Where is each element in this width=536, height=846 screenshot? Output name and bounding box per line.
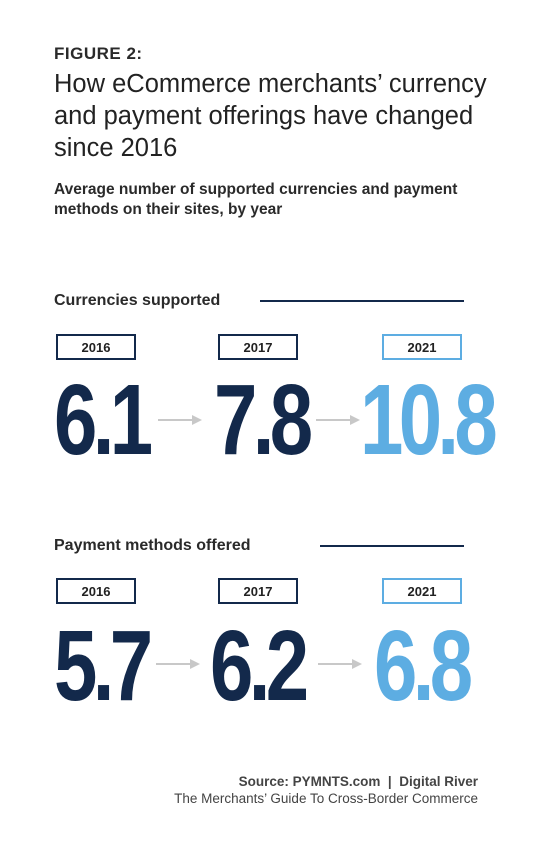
payments-year-2016: 2016 (56, 578, 136, 604)
source-line: Source: PYMNTS.com | Digital River (238, 774, 478, 789)
currencies-section-rule (260, 300, 464, 302)
currencies-value-2021: 10.8 (360, 364, 498, 476)
currencies-year-2016: 2016 (56, 334, 136, 360)
currencies-section-title: Currencies supported (54, 292, 221, 309)
source-publication: The Merchants’ Guide To Cross-Border Com… (174, 791, 478, 806)
currencies-value-2016: 6.1 (54, 364, 153, 476)
payments-year-2021: 2021 (382, 578, 462, 604)
source-note: Source: PYMNTS.com | Digital River The M… (174, 774, 478, 806)
currencies-year-2017: 2017 (218, 334, 298, 360)
arrow-right-icon (158, 415, 202, 425)
currencies-value-2017: 7.8 (214, 364, 313, 476)
chart-title: How eCommerce merchants’ currency and pa… (54, 70, 487, 162)
payments-year-2017: 2017 (218, 578, 298, 604)
payments-section-rule (320, 545, 464, 547)
arrow-right-icon (156, 659, 200, 669)
payments-section-title: Payment methods offered (54, 537, 251, 554)
figure-label: FIGURE 2: (54, 44, 143, 63)
arrow-right-icon (318, 659, 362, 669)
chart-subtitle: Average number of supported currencies a… (54, 181, 458, 218)
arrow-right-icon (316, 415, 360, 425)
payments-value-2016: 5.7 (54, 610, 153, 722)
currencies-year-2021: 2021 (382, 334, 462, 360)
payments-value-2021: 6.8 (374, 610, 473, 722)
payments-value-2017: 6.2 (210, 610, 309, 722)
